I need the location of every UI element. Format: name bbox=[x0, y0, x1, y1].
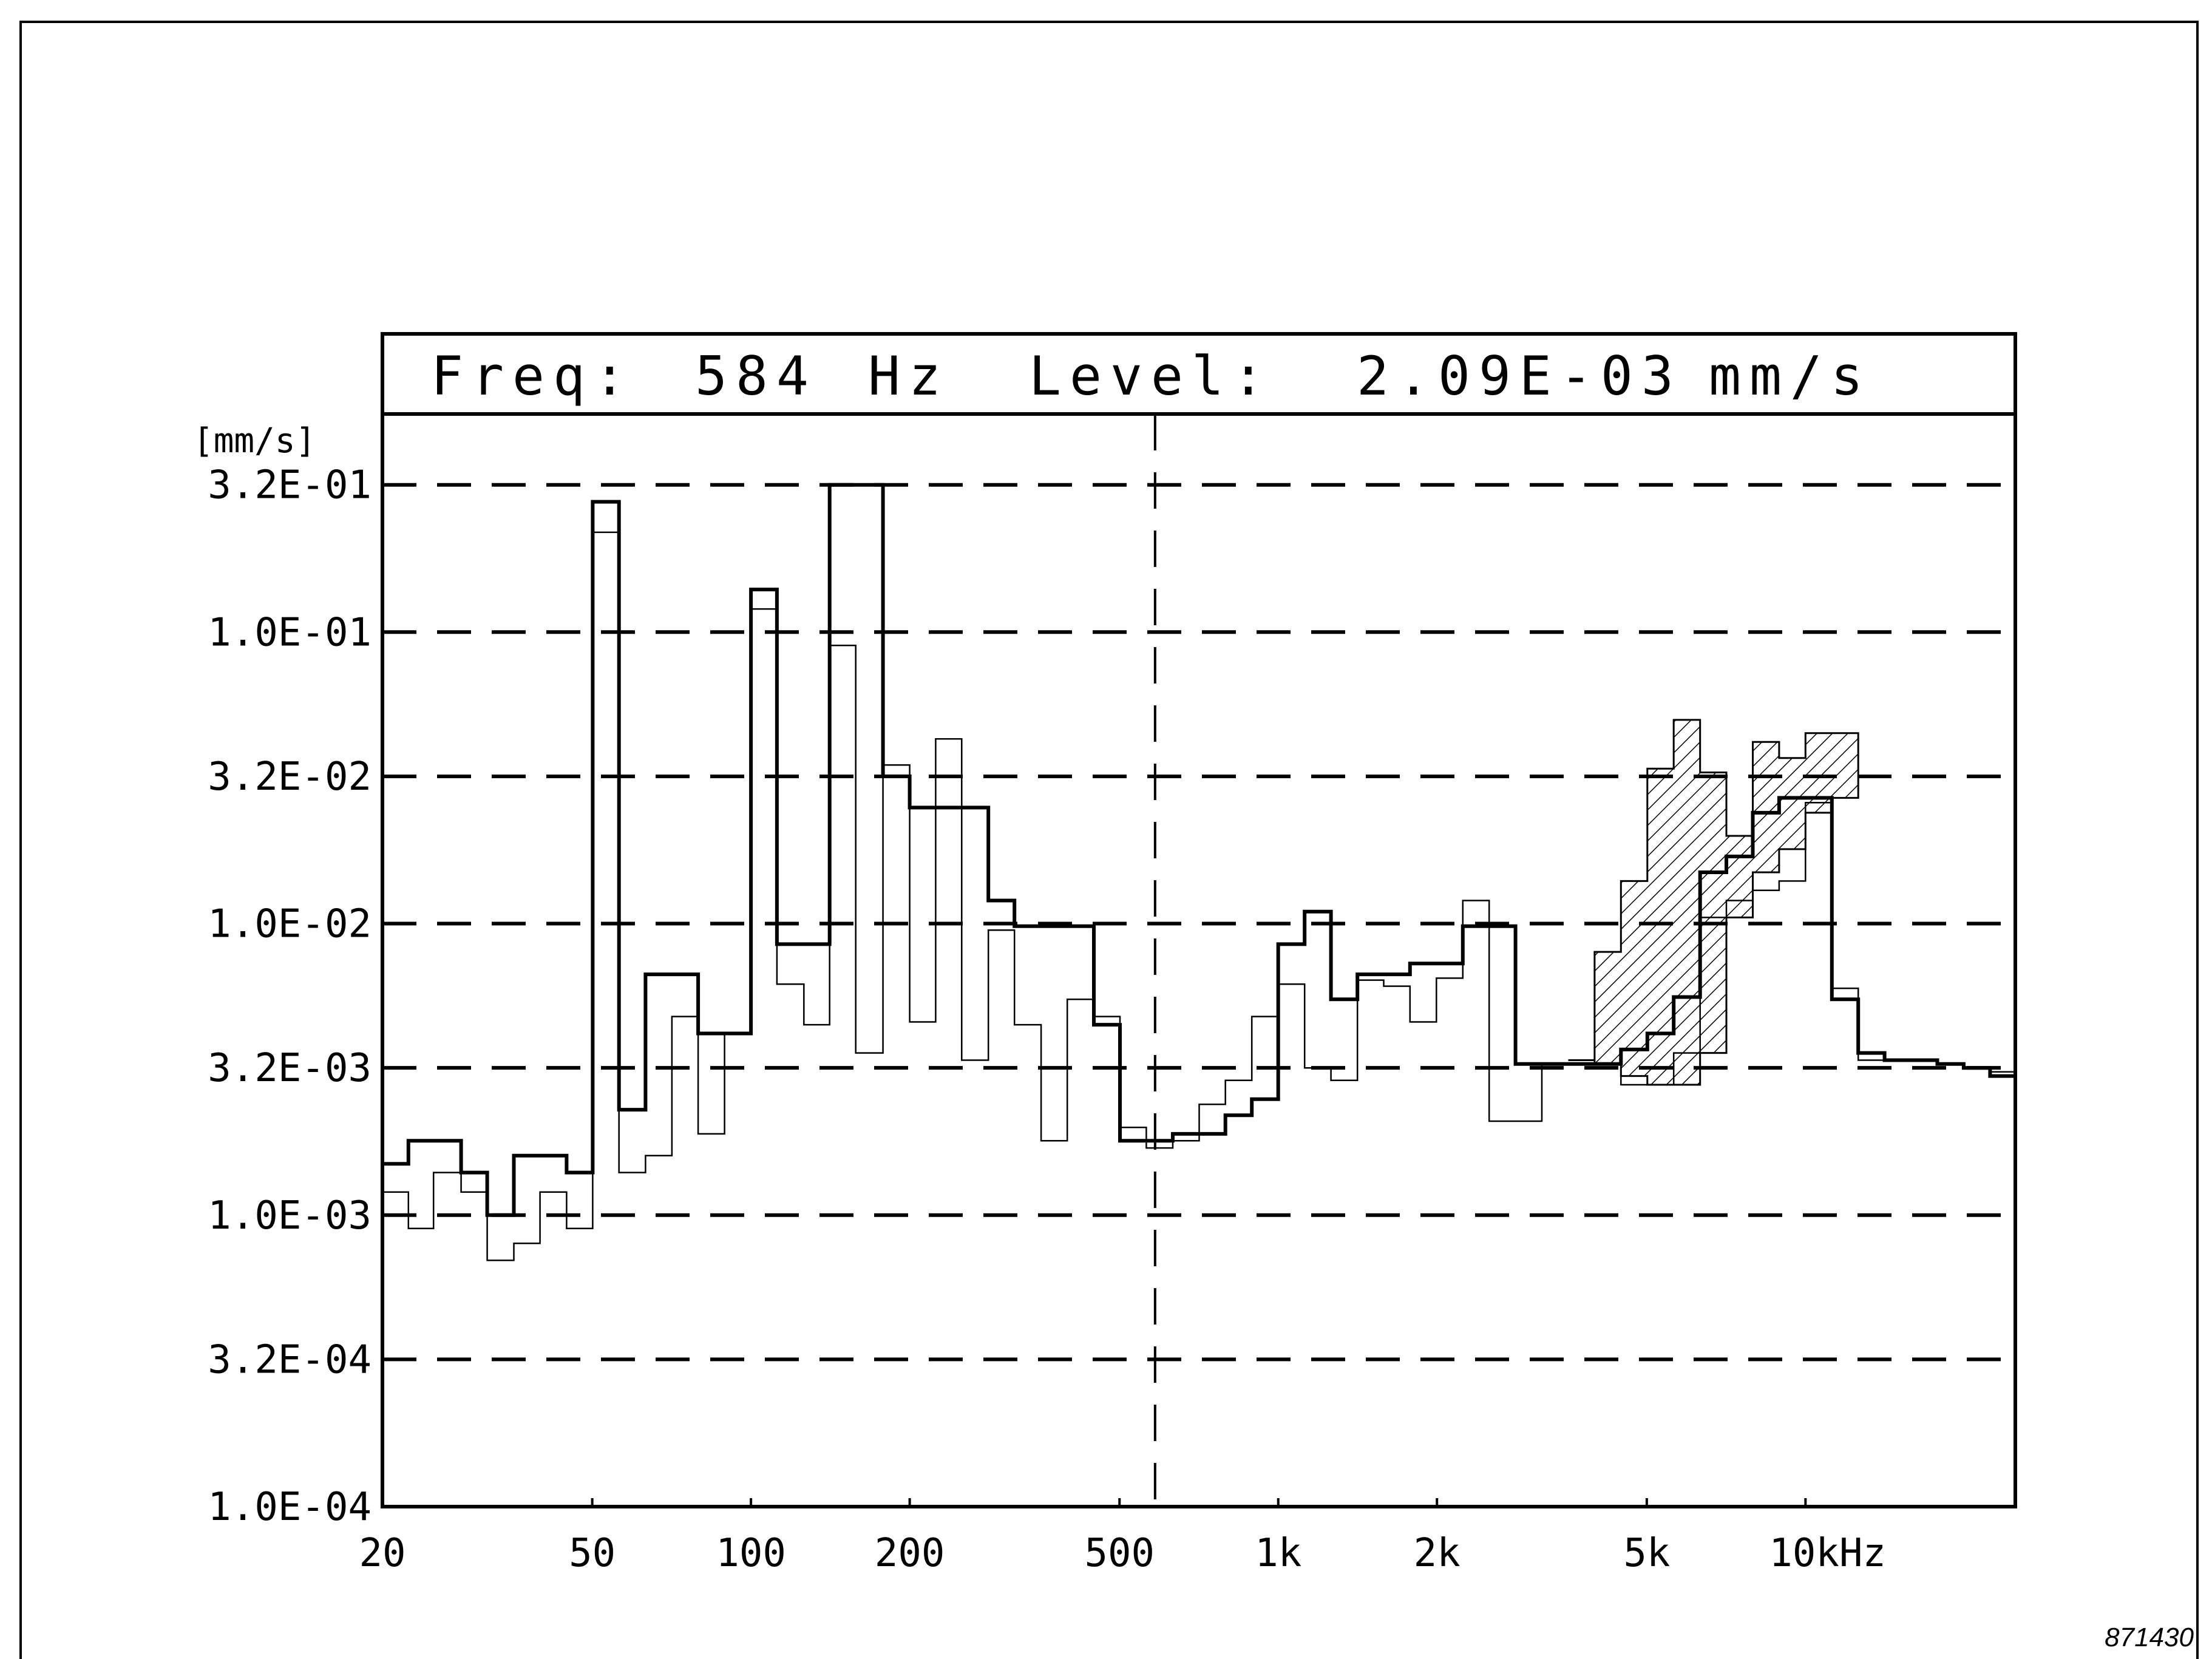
grid-lines bbox=[382, 483, 2015, 1362]
y-tick-label: 1.0E-02 bbox=[208, 902, 371, 947]
y-tick-label: 3.2E-04 bbox=[208, 1337, 371, 1382]
x-tick-label: 10kHz bbox=[1769, 1531, 1886, 1576]
level-unit: mm/s bbox=[1709, 345, 1871, 407]
x-tick-label: 2k bbox=[1414, 1531, 1461, 1576]
y-tick-label: 3.2E-03 bbox=[208, 1046, 371, 1091]
y-tick-label: 1.0E-01 bbox=[208, 610, 371, 655]
x-tick-label: 200 bbox=[875, 1531, 945, 1576]
x-tick-label: 5k bbox=[1623, 1531, 1670, 1576]
x-tick-labels: 20 50 100 200 500 1k 2k 5k 10kHz bbox=[359, 1498, 1886, 1576]
plot-area bbox=[381, 412, 2017, 1508]
y-tick-label: 1.0E-04 bbox=[208, 1485, 371, 1530]
freq-unit: Hz bbox=[868, 345, 949, 407]
x-tick-label: 100 bbox=[716, 1531, 786, 1576]
y-axis-unit: [mm/s] bbox=[193, 421, 316, 461]
y-tick-label: 3.2E-02 bbox=[208, 755, 371, 799]
series-thick-trace bbox=[382, 483, 2015, 1217]
x-tick-label: 500 bbox=[1084, 1531, 1155, 1576]
figure-number: 871430 bbox=[2105, 1623, 2194, 1652]
level-label: Level: bbox=[1029, 345, 1273, 407]
level-value: 2.09E-03 bbox=[1357, 345, 1682, 407]
x-tick-label: 50 bbox=[569, 1531, 616, 1576]
series-thin-trace bbox=[382, 531, 2017, 1261]
x-tick-label: 20 bbox=[359, 1531, 405, 1576]
spectrum-series bbox=[382, 483, 2017, 1261]
y-tick-labels: 1.0E-04 3.2E-04 1.0E-03 3.2E-03 1.0E-02 3.2E-… bbox=[208, 463, 371, 1530]
freq-label: Freq: bbox=[431, 345, 634, 407]
freq-value: 584 bbox=[695, 345, 817, 407]
x-tick-label: 1k bbox=[1255, 1531, 1301, 1576]
figure-frame bbox=[19, 21, 2199, 1659]
y-tick-label: 1.0E-03 bbox=[208, 1193, 371, 1238]
y-tick-label: 3.2E-01 bbox=[208, 463, 371, 508]
